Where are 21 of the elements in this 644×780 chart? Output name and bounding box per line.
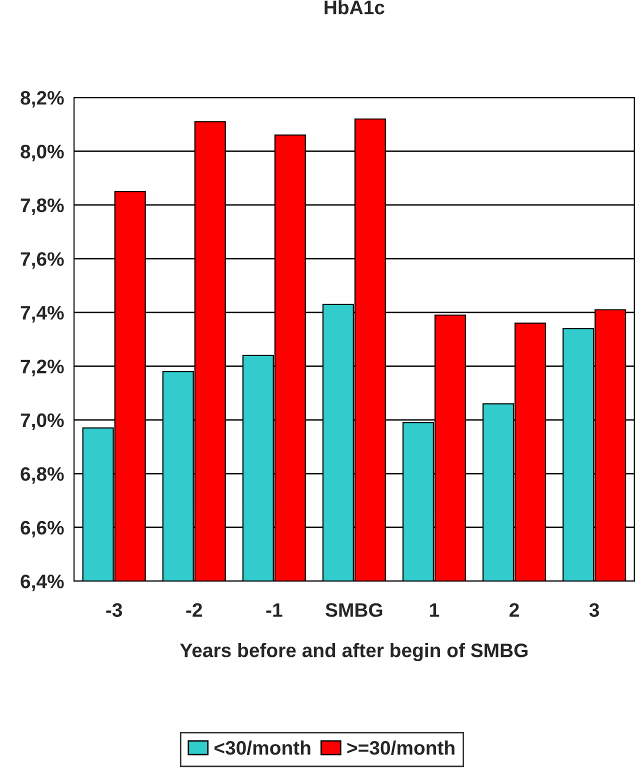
y-tick-label: 6,8% [20,467,64,484]
y-tick-label: 7,8% [20,198,64,216]
x-tick-label: -2 [186,603,202,617]
y-tick-label: 7,6% [20,252,64,269]
x-tick-label: 2 [510,603,519,617]
legend-label: <30/month [214,740,310,755]
x-tick-label: 1 [430,603,440,617]
y-tick-label: 7,2% [20,360,64,376]
x-tick-label: -1 [266,603,282,617]
legend-label: >=30/month [347,740,454,755]
y-tick-label: 8,0% [20,144,64,162]
y-tick-label: 8,2% [20,90,64,108]
y-tick-label: 6,6% [20,520,64,538]
x-tick-label: -3 [106,603,122,617]
chart-title: HbA1c [324,0,384,14]
y-tick-label: 7,4% [20,306,64,322]
x-tick-label: 3 [589,603,600,617]
y-tick-label: 6,4% [20,574,64,592]
x-tick-label: SMBG [326,603,382,617]
x-axis-title: Years before and after begin of SMBG [180,642,528,662]
y-tick-label: 7,0% [20,413,64,430]
